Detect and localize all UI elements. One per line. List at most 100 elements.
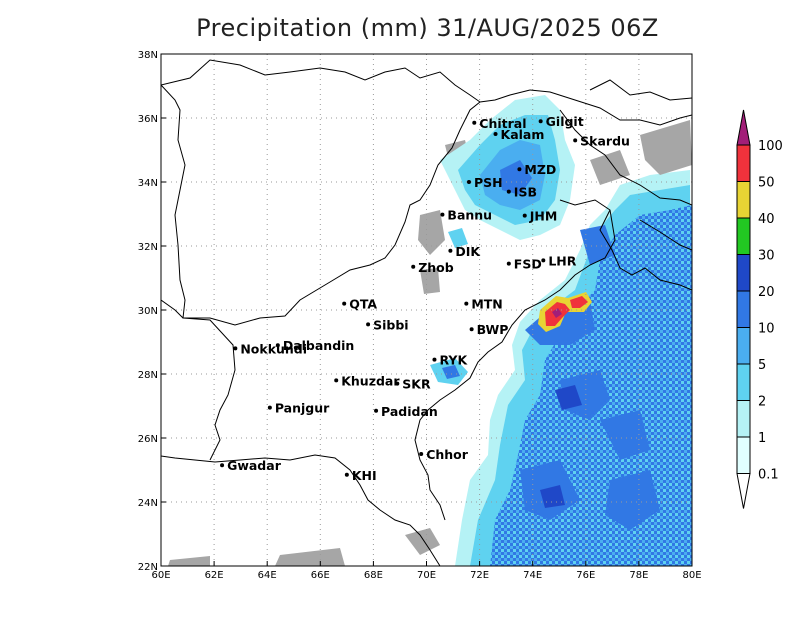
city-label: MTN [471, 297, 502, 312]
precip-heavy-patch [605, 470, 660, 530]
colorbar-top-arrow [736, 109, 751, 146]
y-tick-label: 32N [138, 242, 158, 253]
colorbar-swatch [736, 217, 751, 255]
x-tick-label: 60E [151, 570, 170, 581]
city-marker [506, 261, 511, 266]
y-tick-label: 34N [138, 178, 158, 189]
city-marker [334, 378, 339, 383]
y-tick-label: 26N [138, 434, 158, 445]
city-marker [233, 346, 238, 351]
city-label: QTA [349, 297, 377, 312]
city-label: Khuzdar [341, 373, 400, 388]
city-marker [522, 213, 527, 218]
city-label: Gilgit [546, 114, 584, 129]
x-tick-label: 64E [258, 570, 277, 581]
city-label: Kalam [501, 127, 545, 142]
border-iran-north [161, 299, 184, 319]
city-label: PSH [474, 175, 503, 190]
city-label: MZD [524, 162, 556, 177]
precip-intense-core [552, 308, 562, 318]
political-borders [161, 59, 692, 566]
city-marker [472, 120, 477, 125]
city-marker [573, 138, 578, 143]
axis-ticks: 60E 62E 64E 66E 68E 70E 72E 74E 76E 78E 80E 22N 24N 2… [138, 50, 702, 581]
y-tick-label: 36N [138, 114, 158, 125]
precip-skr-patch [442, 365, 460, 379]
colorbar-swatch [736, 363, 751, 401]
city-label: Nokkundi [240, 341, 307, 356]
city-label: DIK [455, 244, 481, 259]
city-label: Gwadar [227, 458, 282, 473]
border-afghanistan-north [161, 59, 481, 103]
city-label: RYK [439, 353, 468, 368]
colorbar-label: 2 [758, 395, 766, 410]
border-china [589, 79, 692, 101]
city-label: Padidan [381, 404, 438, 419]
border-iran-pakistan [182, 317, 236, 461]
map-grid [161, 54, 692, 566]
precip-grey-patch [405, 528, 440, 555]
city-marker [419, 452, 424, 456]
city-marker [267, 405, 272, 410]
city-label: JHM [529, 209, 558, 224]
colorbar-label: 10 [758, 322, 775, 337]
colorbar-label: 100 [758, 139, 783, 154]
city-marker [374, 408, 379, 413]
border-afghanistan-pakistan [161, 84, 531, 326]
colorbar-bottom-arrow [736, 473, 751, 509]
colorbar-label: 30 [758, 249, 775, 264]
x-tick-label: 80E [682, 570, 701, 581]
city-label: LHR [548, 253, 576, 268]
x-tick-label: 70E [417, 570, 436, 581]
city-label: Chhor [426, 447, 469, 462]
border-nepal [639, 219, 692, 251]
city-marker [464, 301, 469, 306]
city-label: Bannu [447, 208, 492, 223]
city-label: Chitral [479, 116, 526, 131]
precip-grey-patch [590, 150, 630, 185]
precip-grey-patch [275, 548, 345, 566]
precip-grey-patch [420, 268, 440, 294]
precip-heavy-patch [560, 370, 610, 420]
colorbar-label: 50 [758, 176, 775, 191]
city-marker [440, 212, 445, 217]
colorbar-label: 40 [758, 212, 775, 227]
y-tick-label: 38N [138, 50, 158, 61]
colorbar-label: 0.1 [758, 468, 779, 483]
city-label: Skardu [580, 133, 630, 148]
colorbar-swatch [736, 254, 751, 292]
city-label: SKR [402, 377, 431, 392]
city-marker [493, 132, 498, 136]
y-tick-label: 22N [138, 562, 158, 573]
precip-heavy-patch [555, 385, 582, 410]
precip-dik-patch [448, 228, 468, 248]
x-tick-label: 66E [311, 570, 330, 581]
x-tick-label: 74E [523, 570, 542, 581]
colorbar-label: 5 [758, 358, 766, 373]
colorbar-swatch [736, 400, 751, 438]
city-marker [469, 327, 474, 332]
border-kashmir [559, 109, 692, 291]
coastline [161, 454, 441, 566]
city-label: Sibbi [373, 317, 408, 332]
city-marker [517, 167, 522, 172]
city-label: ISB [514, 185, 537, 200]
city-label: Dalbandin [283, 338, 355, 353]
x-tick-label: 62E [205, 570, 224, 581]
city-marker [541, 258, 546, 263]
city-marker [220, 463, 225, 468]
y-tick-label: 24N [138, 498, 158, 509]
colorbar-swatch [736, 290, 751, 328]
colorbar: 0.1 1 2 5 10 20 30 40 50 100 [736, 109, 783, 509]
precip-grey-patch [640, 120, 692, 175]
precip-heavy-patch [600, 410, 650, 460]
y-tick-label: 28N [138, 370, 158, 381]
colorbar-swatch [736, 181, 751, 219]
city-marker [432, 357, 437, 362]
colorbar-swatch [736, 436, 751, 474]
city-marker [448, 248, 453, 253]
colorbar-swatch [736, 144, 751, 182]
city-marker [366, 322, 371, 327]
